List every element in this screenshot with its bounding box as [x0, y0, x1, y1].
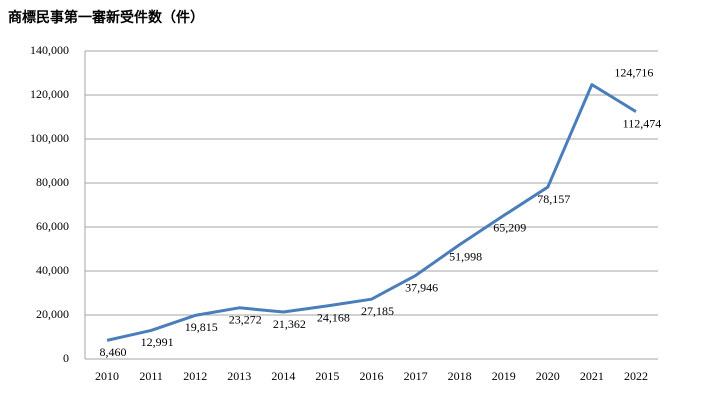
- x-tick-label: 2018: [448, 369, 472, 383]
- data-label: 112,474: [623, 116, 662, 130]
- x-tick-label: 2010: [95, 369, 119, 383]
- data-label: 19,815: [185, 320, 218, 334]
- y-tick-label: 120,000: [30, 87, 69, 101]
- data-label: 124,716: [614, 65, 653, 79]
- y-tick-label: 0: [63, 351, 69, 365]
- data-label: 51,998: [449, 249, 482, 263]
- x-tick-label: 2020: [536, 369, 560, 383]
- data-label: 8,460: [100, 345, 127, 359]
- data-label: 78,157: [537, 192, 570, 206]
- line-series: [106, 83, 637, 342]
- x-tick-label: 2015: [315, 369, 339, 383]
- data-label: 24,168: [317, 311, 350, 325]
- y-tick-label: 80,000: [36, 175, 69, 189]
- data-label: 65,209: [493, 220, 526, 234]
- x-tick-label: 2013: [227, 369, 251, 383]
- y-tick-label: 20,000: [36, 307, 69, 321]
- x-tick-label: 2019: [492, 369, 516, 383]
- y-tick-label: 60,000: [36, 219, 69, 233]
- x-tick-label: 2022: [624, 369, 648, 383]
- x-tick-label: 2011: [139, 369, 163, 383]
- chart-title: 商標民事第一審新受件数（件）: [8, 9, 204, 26]
- data-label: 27,185: [361, 304, 394, 318]
- data-label: 12,991: [141, 335, 174, 349]
- x-tick-label: 2012: [183, 369, 207, 383]
- x-tick-label: 2021: [580, 369, 604, 383]
- y-tick-label: 40,000: [36, 263, 69, 277]
- x-tick-label: 2016: [360, 369, 384, 383]
- y-tick-label: 140,000: [30, 43, 69, 57]
- y-tick-label: 100,000: [30, 131, 69, 145]
- x-tick-label: 2014: [271, 369, 295, 383]
- data-label: 23,272: [229, 313, 262, 327]
- data-label: 37,946: [405, 280, 438, 294]
- x-tick-label: 2017: [404, 369, 428, 383]
- data-label: 21,362: [273, 317, 306, 331]
